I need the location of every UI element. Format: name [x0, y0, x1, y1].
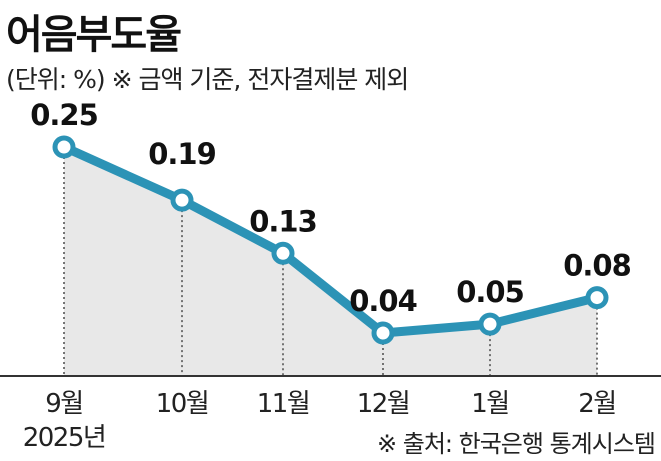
area-fill [64, 147, 597, 376]
x-tick-label-3: 11월 [257, 389, 310, 419]
data-point-6 [585, 286, 609, 310]
chart-subtitle: (단위: %) ※ 금액 기준, 전자결제분 제외 [6, 65, 409, 94]
series-line [59, 142, 602, 338]
value-label-2: 0.19 [148, 137, 216, 171]
x-tick-label-1: 9월 [45, 389, 82, 419]
x-tick-label-2: 10월 [156, 389, 209, 419]
x-tick-label-6: 2월 [578, 389, 615, 419]
data-point-1 [52, 135, 76, 159]
value-label-layer: 0.25 0.19 0.13 0.04 0.05 0.08 [30, 98, 632, 318]
value-label-1: 0.25 [30, 98, 98, 132]
marker-layer [52, 135, 609, 345]
data-point-4 [371, 321, 395, 345]
value-label-3: 0.13 [249, 204, 317, 238]
area-layer [64, 147, 597, 376]
x-tick-label-4: 12월 [357, 389, 410, 419]
series-line-layer [59, 142, 602, 338]
value-label-5: 0.05 [456, 275, 524, 309]
chart-title: 어음부도율 [6, 12, 182, 58]
data-point-2 [170, 188, 194, 212]
data-point-3 [271, 241, 295, 265]
source-note: ※ 출처: 한국은행 통계시스템 [377, 430, 656, 458]
year-label: 2025년 [23, 423, 106, 453]
value-label-4: 0.04 [349, 284, 417, 318]
value-label-6: 0.08 [563, 249, 631, 283]
data-point-5 [478, 312, 502, 336]
drop-lines [63, 157, 598, 376]
x-tick-label-layer: 9월 10월 11월 12월 1월 2월 [45, 389, 617, 419]
x-tick-label-5: 1월 [471, 389, 508, 419]
